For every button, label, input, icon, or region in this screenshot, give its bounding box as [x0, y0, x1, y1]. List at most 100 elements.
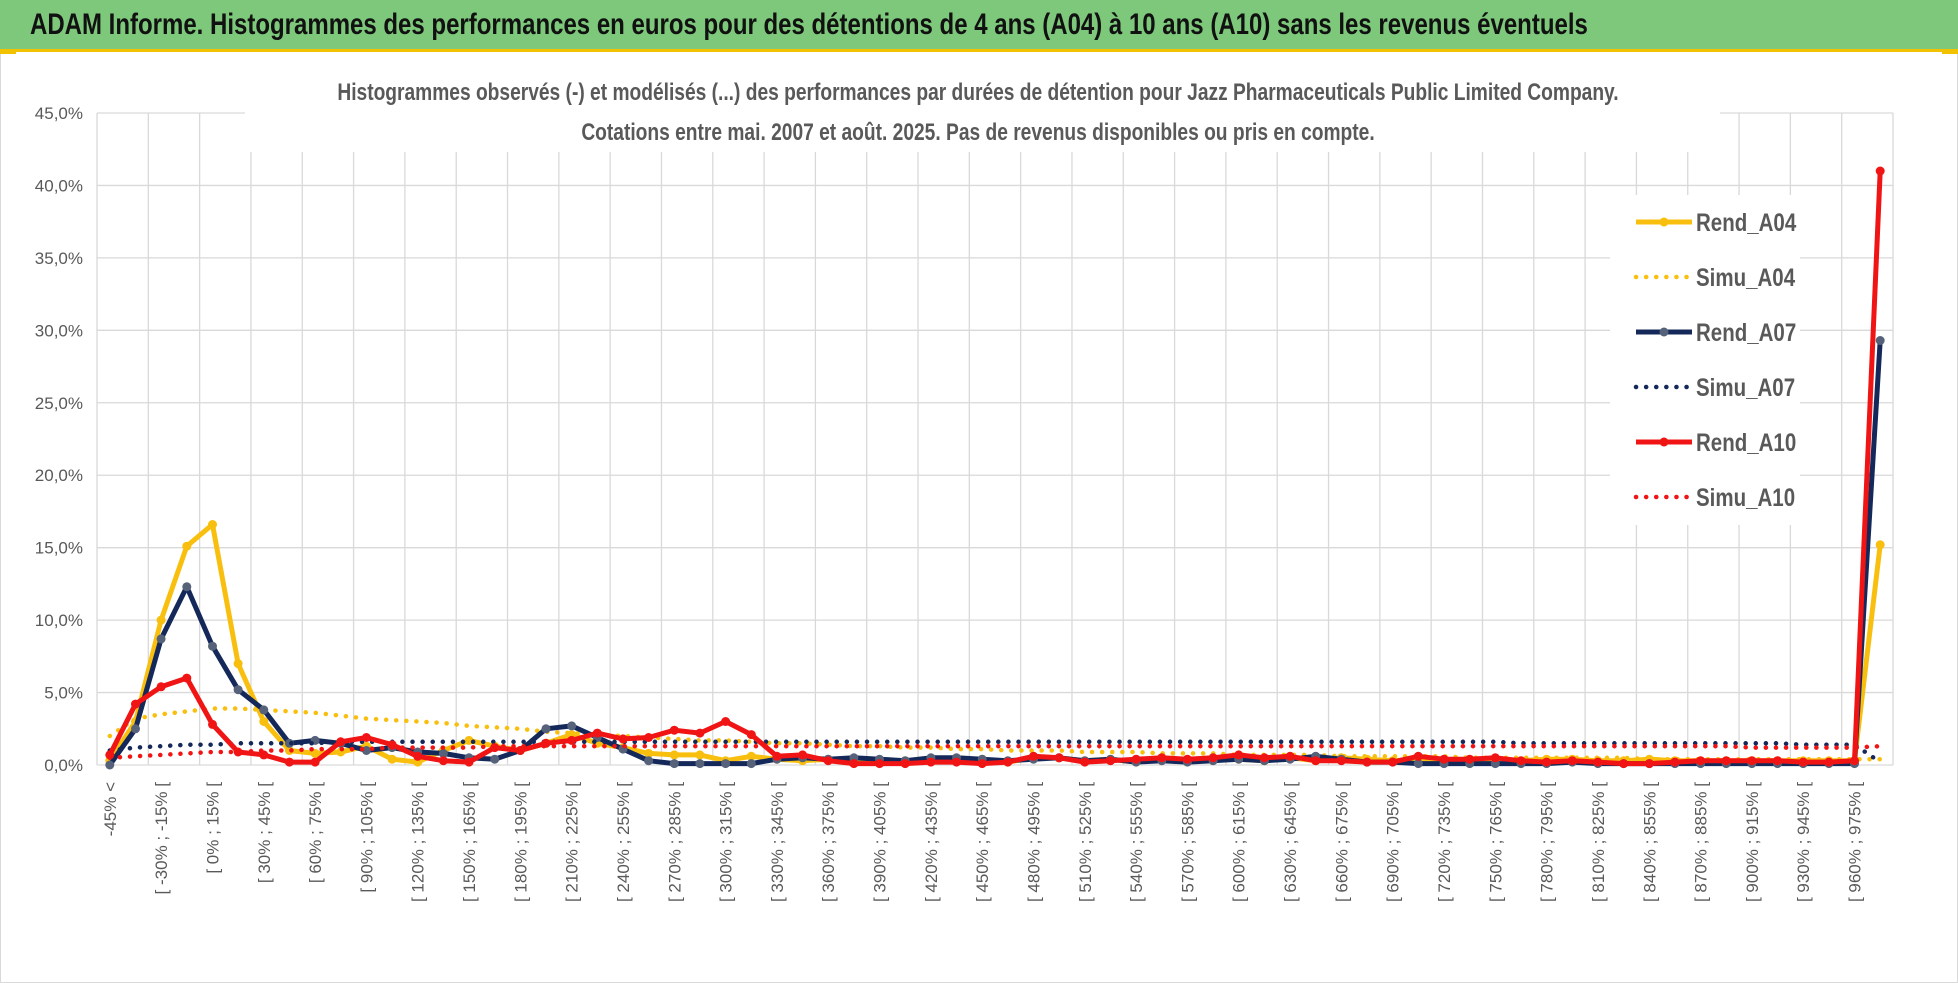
legend-item-rend-a07: Rend_A07 [1636, 318, 1796, 346]
point-rend-a10 [1234, 750, 1244, 760]
point-rend-a10 [464, 757, 474, 767]
point-rend-a10 [1259, 753, 1269, 763]
x-tick-label: [ 720% ; 735% [ [1435, 782, 1454, 902]
series-rend-a10 [105, 166, 1885, 769]
x-tick-label: [ 60% ; 75% [ [306, 782, 325, 883]
point-rend-a04 [644, 748, 654, 758]
point-rend-a10 [1336, 756, 1346, 766]
point-rend-a10 [310, 757, 320, 767]
point-rend-a10 [1670, 757, 1680, 767]
point-rend-a04 [695, 750, 705, 760]
point-rend-a10 [849, 759, 859, 769]
y-tick-label: 25,0% [35, 394, 83, 413]
x-tick-label: [ 570% ; 585% [ [1178, 782, 1197, 902]
x-tick-label: [ 840% ; 855% [ [1640, 782, 1659, 902]
legend-item-simu-a04: Simu_A04 [1633, 263, 1795, 291]
series-lines [105, 166, 1885, 770]
point-rend-a10 [1824, 757, 1834, 767]
x-tick-label: [ 510% ; 525% [ [1076, 782, 1095, 902]
point-rend-a04 [182, 541, 192, 551]
y-axis-ticks: 0,0% 5,0% 10,0% 15,0% 20,0% 25,0% 30,0% 35,0% 40… [35, 104, 83, 775]
point-rend-a04 [387, 754, 397, 764]
point-rend-a10 [1131, 754, 1141, 764]
x-tick-label: [ 180% ; 195% [ [511, 782, 530, 902]
corner-accent-right [1942, 50, 1958, 54]
legend-item-rend-a04: Rend_A04 [1636, 208, 1797, 236]
point-rend-a10 [515, 746, 525, 755]
point-rend-a10 [1388, 757, 1398, 767]
y-tick-label: 15,0% [35, 539, 83, 558]
point-rend-a10 [336, 737, 346, 747]
point-rend-a10 [1362, 757, 1372, 767]
point-rend-a10 [875, 759, 884, 769]
point-rend-a07 [644, 756, 654, 766]
series-line-simu-a04 [107, 706, 1883, 762]
point-rend-a04 [208, 520, 217, 529]
legend-label: Simu_A04 [1696, 263, 1795, 291]
legend: Rend_A04 Simu_A04 Rend_A07 Simu_A07 Rend_A10… [1610, 195, 1800, 525]
point-rend-a10 [1413, 751, 1423, 761]
x-tick-label: [ 360% ; 375% [ [819, 782, 838, 902]
point-rend-a10 [1619, 759, 1629, 769]
point-rend-a10 [1029, 751, 1038, 761]
point-rend-a07 [721, 759, 731, 769]
point-rend-a10 [1850, 756, 1859, 766]
series-simu-a10 [107, 743, 1883, 761]
x-tick-label: [ 30% ; 45% [ [255, 782, 274, 883]
series-line-simu-a10 [107, 743, 1883, 761]
point-rend-a10 [361, 733, 371, 742]
point-rend-a10 [1106, 756, 1115, 766]
x-tick-label: [ 870% ; 885% [ [1692, 782, 1711, 902]
point-rend-a04 [669, 750, 679, 760]
point-rend-a10 [900, 759, 910, 769]
x-tick-label: [ 540% ; 555% [ [1127, 782, 1146, 902]
x-tick-label: [ 0% ; 15% [ [203, 782, 222, 874]
series-line-simu-a07 [107, 739, 1883, 765]
point-rend-a07 [131, 724, 140, 734]
x-tick-label: [ 330% ; 345% [ [768, 782, 787, 902]
y-tick-label: 45,0% [35, 104, 83, 123]
point-rend-a10 [1157, 753, 1167, 763]
point-rend-a10 [592, 728, 602, 738]
x-tick-label: [ 780% ; 795% [ [1538, 782, 1557, 902]
point-rend-a10 [438, 756, 448, 766]
x-tick-label: [ -30% ; -15% [ [152, 782, 171, 895]
x-tick-label: [ 90% ; 105% [ [357, 782, 376, 893]
legend-marker [1659, 437, 1669, 447]
x-tick-label: [ 750% ; 765% [ [1486, 782, 1505, 902]
legend-item-simu-a07: Simu_A07 [1633, 373, 1795, 401]
banner: ADAM Informe. Histogrammes des performan… [0, 0, 1958, 52]
x-tick-label: [ 930% ; 945% [ [1794, 782, 1813, 902]
point-rend-a10 [721, 717, 731, 726]
point-rend-a10 [1567, 756, 1577, 766]
point-rend-a10 [1003, 757, 1013, 767]
point-rend-a10 [669, 725, 679, 735]
legend-label: Rend_A04 [1696, 208, 1797, 236]
point-rend-a04 [233, 659, 243, 669]
point-rend-a10 [1054, 753, 1064, 763]
point-rend-a07 [746, 759, 756, 769]
x-tick-label: [ 960% ; 975% [ [1846, 782, 1865, 902]
series-rend-a04 [105, 520, 1885, 767]
point-rend-a10 [1542, 757, 1552, 767]
point-rend-a10 [977, 759, 987, 769]
point-rend-a07 [182, 582, 192, 592]
point-rend-a07 [567, 721, 577, 731]
x-tick-label: [ 300% ; 315% [ [717, 782, 736, 902]
page-title: ADAM Informe. Histogrammes des performan… [30, 8, 1588, 41]
point-rend-a10 [823, 756, 833, 766]
point-rend-a10 [1721, 756, 1731, 766]
x-axis-ticks: -45% < [ -30% ; -15% [[ 0% ; 15% [[ 30% ;… [101, 782, 1865, 902]
point-rend-a10 [1182, 754, 1192, 764]
point-rend-a07 [541, 724, 551, 734]
series-line-rend-a10 [107, 168, 1883, 767]
point-rend-a10 [952, 757, 961, 767]
point-rend-a10 [1696, 756, 1706, 766]
point-rend-a07 [490, 754, 500, 764]
point-rend-a10 [772, 751, 782, 761]
y-tick-label: 5,0% [44, 684, 83, 703]
legend-label: Rend_A07 [1696, 318, 1796, 346]
chart-title-line-2: Cotations entre mai. 2007 et août. 2025.… [581, 118, 1374, 146]
legend-label: Rend_A10 [1696, 428, 1796, 456]
point-rend-a04 [746, 751, 756, 761]
